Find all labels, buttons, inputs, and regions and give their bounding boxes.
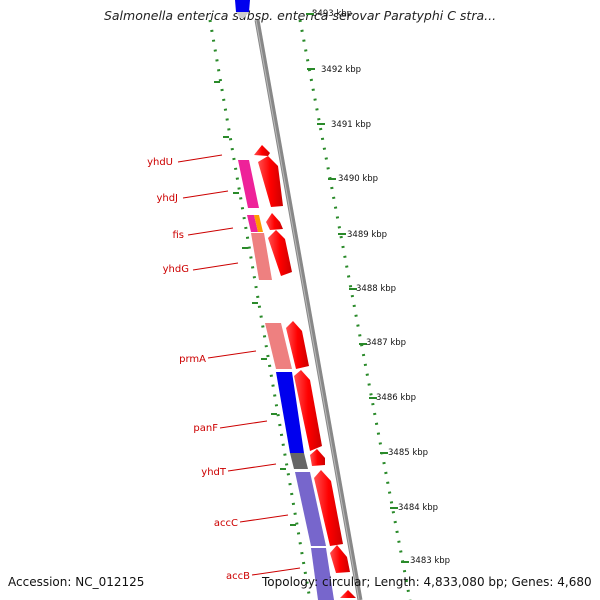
gene-top-partial[interactable] [235,0,250,12]
kbp-label-3493: 3493 kbp [312,9,352,19]
kbp-label-3485: 3485 kbp [388,448,428,458]
gene-label-yhdJ[interactable]: yhdJ [156,193,178,204]
cog-bar-fis-b[interactable] [254,215,263,232]
gene-label-accC[interactable]: accC [214,518,238,529]
cog-bar-accC[interactable] [295,472,326,546]
arrow-yhdG[interactable] [268,230,292,276]
arrow-yhdT[interactable] [310,449,325,466]
accession-label: Accession: NC_012125 [8,575,145,589]
cog-bar-yhdG[interactable] [251,233,272,280]
gene-label-panF[interactable]: panF [193,423,218,434]
arrow-yhdU[interactable] [254,145,270,156]
forward-gene-arrows [254,145,356,598]
kbp-label-3486: 3486 kbp [376,393,416,403]
inner-ruler-track [208,19,312,600]
kbp-label-3483: 3483 kbp [410,556,450,566]
genome-summary: Topology: circular; Length: 4,833,080 bp… [262,575,592,589]
kbp-label-3491: 3491 kbp [331,120,371,130]
cog-bar-fis[interactable] [247,215,258,232]
inner-ruler-ticks [214,81,296,526]
arrow-accB[interactable] [330,545,350,573]
gene-label-yhdU[interactable]: yhdU [147,157,173,168]
gene-label-yhdT[interactable]: yhdT [201,467,227,478]
gene-label-leaders [177,154,301,576]
outer-ruler-track [298,19,412,600]
arrow-yhdJ[interactable] [258,156,283,207]
cog-bar-accB[interactable] [311,548,334,600]
gene-label-prmA[interactable]: prmA [179,354,206,365]
kbp-label-3487: 3487 kbp [366,338,406,348]
sequence-backbone [254,19,363,600]
kbp-label-3484: 3484 kbp [398,503,438,513]
gene-label-yhdG[interactable]: yhdG [163,264,189,275]
cog-bar-panF[interactable] [276,372,304,453]
arrow-fis[interactable] [266,213,283,230]
kbp-label-3489: 3489 kbp [347,230,387,240]
map-title: Salmonella enterica subsp. enterica sero… [103,8,497,23]
kbp-label-3490: 3490 kbp [338,174,378,184]
cog-bar-yhdU[interactable] [238,160,259,208]
arrow-bottom[interactable] [340,590,356,598]
arrow-prmA[interactable] [286,321,309,369]
gene-label-accB[interactable]: accB [226,571,250,582]
kbp-label-3492: 3492 kbp [321,65,361,75]
cog-bar-yhdT[interactable] [290,453,308,469]
arrow-accC[interactable] [314,470,343,546]
kbp-label-3488: 3488 kbp [356,284,396,294]
outer-ruler-ticks [306,13,409,563]
gene-label-fis[interactable]: fis [172,230,184,241]
arrow-panF[interactable] [294,370,322,451]
cog-bar-prmA[interactable] [265,323,292,369]
